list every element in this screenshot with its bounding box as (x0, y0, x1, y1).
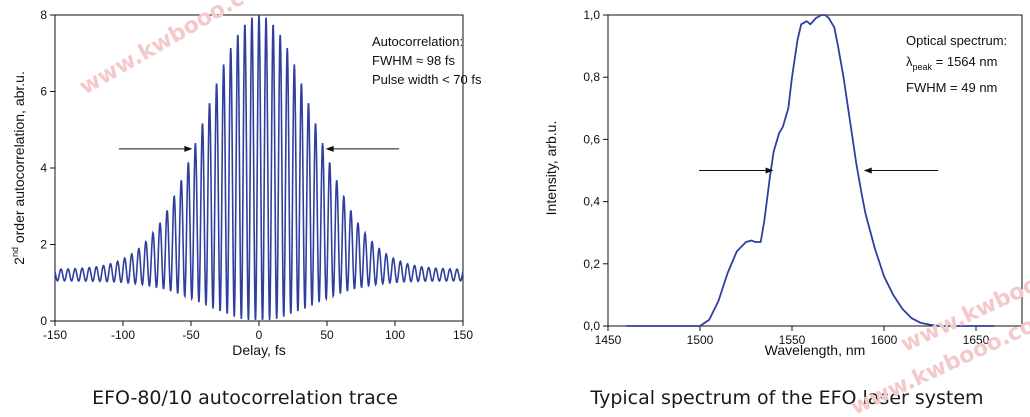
x-tick-label: -100 (111, 328, 135, 342)
x-tick-label: 1500 (687, 333, 714, 347)
y-tick-label: 0,8 (583, 70, 600, 84)
x-axis-label-1: Delay, fs (232, 342, 285, 358)
spectrum-annotation-line-3: FWHM = 49 nm (906, 80, 997, 95)
spectrum-annotation-line-1: Optical spectrum: (906, 33, 1007, 48)
spectrum-annotation-line-2: λpeak = 1564 nm (906, 54, 997, 72)
spectrum-trace (626, 14, 995, 327)
y-axis-label-2: Intensity, arb.u. (543, 121, 559, 216)
x-tick-label: 50 (320, 328, 334, 342)
x-tick-label: 1650 (963, 333, 990, 347)
y-tick-label: 1,0 (583, 8, 600, 22)
spectrum-chart: 1450 1500 1550 1600 1650 0,00,20,40,60,81,0 … (543, 8, 1023, 409)
plot-frame-2 (607, 14, 1023, 327)
y-tick-label: 2 (40, 238, 47, 252)
x-tick-label: 150 (453, 328, 473, 342)
y-tick-label: 4 (40, 161, 47, 175)
x-axis-label-2: Wavelength, nm (765, 342, 866, 358)
x-tick-label: 100 (385, 328, 405, 342)
fwhm-arrowhead-left (184, 145, 193, 152)
y-tick-label: 0,2 (583, 257, 600, 271)
x-tick-label: -150 (43, 328, 67, 342)
x-tick-label: 1550 (779, 333, 806, 347)
x-tick-label: -50 (182, 328, 200, 342)
y-tick-label: 0 (40, 314, 47, 328)
fwhm-arrowhead-left-2 (765, 167, 774, 174)
y-tick-label: 8 (40, 8, 47, 22)
caption-1: EFO-80/10 autocorrelation trace (92, 387, 398, 409)
annotation-line-1: Autocorrelation: (372, 34, 463, 49)
y-axis-label-1: 2nd order autocorrelation, abr.u. (10, 71, 27, 265)
x-tick-label: 1600 (871, 333, 898, 347)
y-tick-label: 6 (40, 85, 47, 99)
y-tick-label: 0,6 (583, 132, 600, 146)
annotation-line-2: FWHM ≈ 98 fs (372, 53, 455, 68)
fwhm-arrowhead-right-2 (863, 167, 872, 174)
annotation-line-3: Pulse width < 70 fs (372, 72, 482, 87)
x-tick-label: 1450 (595, 333, 622, 347)
caption-2: Typical spectrum of the EFO laser system (589, 387, 983, 409)
y-tick-label: 0,4 (583, 195, 600, 209)
autocorrelation-trace (54, 14, 464, 321)
fwhm-arrowhead-right (325, 145, 334, 152)
x-tick-label: 0 (256, 328, 263, 342)
autocorrelation-chart: -150 -100 -50 0 50 100 150 0 2 4 6 8 Autocorrelati… (10, 8, 482, 409)
y-tick-label: 0,0 (583, 319, 600, 333)
